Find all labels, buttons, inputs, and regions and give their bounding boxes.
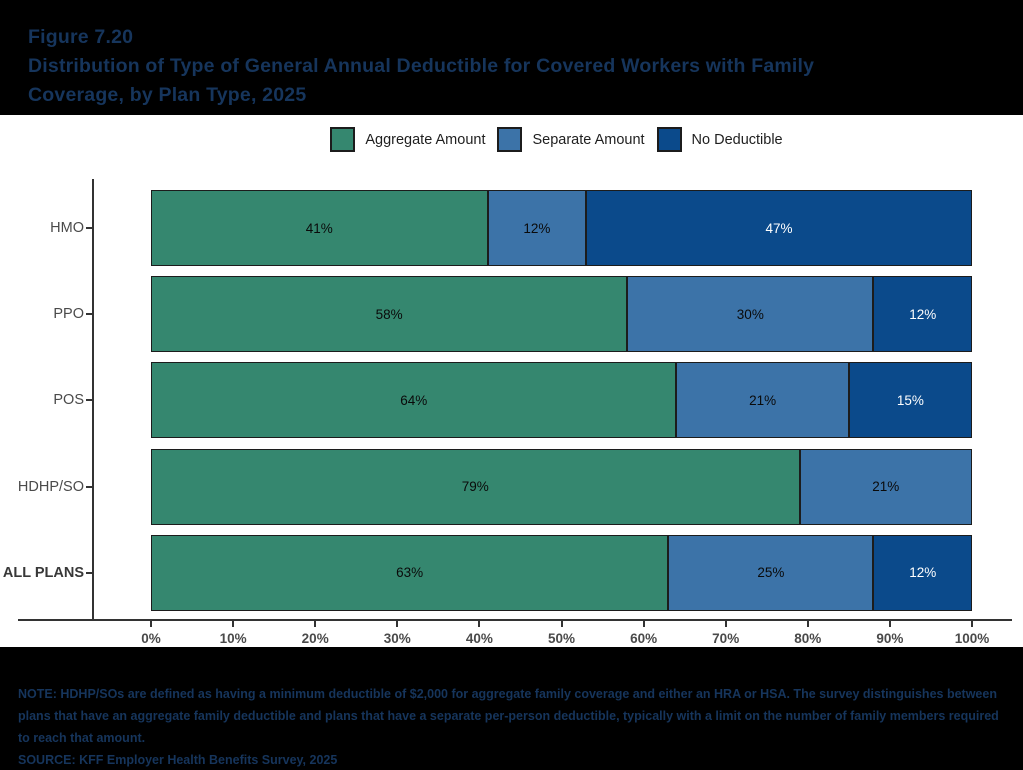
x-tick [314, 620, 317, 627]
x-tick [642, 620, 645, 627]
x-tick-label: 100% [954, 631, 990, 646]
bar-value-label: 12% [523, 220, 551, 236]
x-tick-label: 80% [794, 631, 822, 646]
x-tick-label: 70% [712, 631, 740, 646]
x-tick-label: 0% [141, 631, 161, 646]
y-tick [86, 571, 93, 574]
chart-area: Aggregate Amount Separate Amount No Deduct… [0, 115, 1023, 647]
bar-segment: 63% [151, 534, 669, 611]
category-label: ALL PLANS [2, 564, 84, 581]
bar-segment: 12% [873, 534, 972, 611]
figure-note: NOTE: HDHP/SOs are defined as having a m… [18, 687, 999, 745]
x-tick-label: 30% [383, 631, 411, 646]
legend-swatch [497, 127, 523, 152]
bar-value-label: 47% [765, 220, 793, 236]
bar-row: 64% 21% 15% [151, 362, 972, 439]
bar-segment: 21% [676, 362, 849, 439]
legend-item: Aggregate Amount [330, 127, 485, 152]
figure-source: SOURCE: KFF Employer Health Benefits Sur… [18, 753, 338, 767]
bar-value-label: 79% [461, 479, 489, 495]
category-label: HMO [50, 220, 84, 236]
bar-value-label: 41% [305, 220, 333, 236]
figure-title-line: Distribution of Type of General Annual D… [28, 55, 815, 77]
bar-segment: 30% [627, 276, 874, 353]
bar-segment: 12% [873, 276, 972, 353]
legend-item: No Deductible [656, 127, 783, 152]
title-band: Figure 7.20 Distribution of Type of Gener… [0, 0, 1023, 115]
x-tick [396, 620, 399, 627]
x-tick-label: 10% [219, 631, 247, 646]
bar-segment: 25% [668, 534, 874, 611]
bar-row: 79% 21% [151, 448, 972, 525]
figure-title-line: Coverage, by Plan Type, 2025 [28, 84, 307, 106]
bar-row: 63% 25% 12% [151, 534, 972, 611]
plot-panel: Aggregate Amount Separate Amount No Deduct… [0, 115, 1023, 647]
legend-label: No Deductible [691, 131, 783, 148]
bar-value-label: 64% [400, 392, 428, 408]
x-tick [232, 620, 235, 627]
bar-segment: 15% [848, 362, 972, 439]
y-tick [86, 399, 93, 402]
x-tick-label: 20% [301, 631, 329, 646]
bar-segment: 58% [151, 276, 628, 353]
bar-value-label: 21% [749, 392, 777, 408]
x-tick [478, 620, 481, 627]
bar-value-label: 58% [375, 306, 403, 322]
bar-value-label: 15% [896, 392, 924, 408]
legend-label: Aggregate Amount [365, 131, 486, 148]
bar-value-label: 12% [909, 565, 937, 581]
x-tick [971, 620, 973, 627]
bar-segment: 21% [799, 448, 972, 525]
category-label: POS [53, 392, 84, 409]
bar-segment: 64% [151, 362, 677, 439]
x-tick [888, 620, 891, 627]
y-axis-line [92, 179, 94, 620]
x-tick [150, 620, 152, 627]
bar-value-label: 30% [736, 306, 764, 322]
legend-item: Separate Amount [497, 127, 645, 152]
bar-segment: 41% [151, 190, 488, 266]
x-tick-label: 40% [465, 631, 493, 646]
chart-legend: Aggregate Amount Separate Amount No Deduct… [0, 127, 1023, 152]
figure-number: Figure 7.20 [28, 26, 134, 48]
x-axis-line [18, 619, 1012, 621]
x-tick [560, 620, 563, 627]
bar-value-label: 25% [757, 565, 785, 581]
bar-value-label: 63% [396, 565, 424, 581]
legend-swatch [330, 127, 356, 152]
x-tick-label: 90% [876, 631, 904, 646]
bar-value-label: 12% [909, 306, 937, 322]
category-label: HDHP/SO [17, 478, 84, 495]
x-tick [724, 620, 727, 627]
bar-row: 41% 12% 47% [151, 190, 972, 266]
y-tick [86, 313, 93, 316]
bar-segment: 79% [151, 448, 800, 525]
x-tick-label: 60% [630, 631, 658, 646]
legend-swatch [656, 127, 682, 152]
y-tick [86, 227, 93, 229]
legend-label: Separate Amount [532, 131, 645, 148]
x-tick [806, 620, 809, 627]
x-tick-label: 50% [547, 631, 576, 646]
bar-value-label: 21% [872, 479, 900, 495]
note-band: NOTE: HDHP/SOs are defined as having a m… [0, 647, 1023, 770]
category-label: PPO [53, 306, 84, 323]
bar-segment: 47% [586, 190, 972, 266]
figure-title: Figure 7.20 Distribution of Type of Gener… [28, 23, 983, 110]
bar-row: 58% 30% 12% [151, 276, 972, 353]
y-tick [86, 485, 93, 488]
bar-segment: 12% [487, 190, 587, 266]
